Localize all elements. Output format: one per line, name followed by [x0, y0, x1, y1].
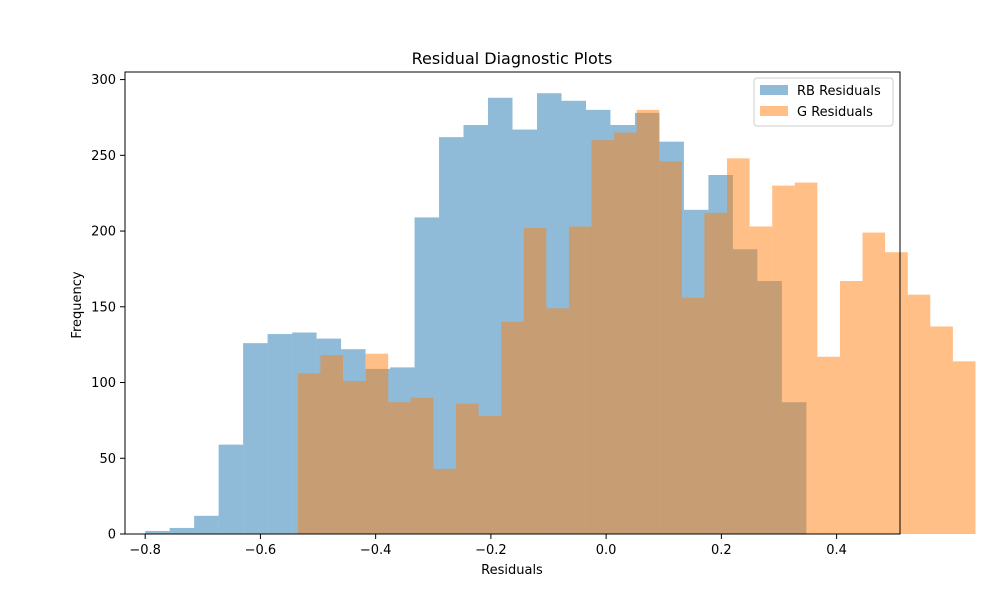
histogram-bar	[145, 530, 170, 534]
histogram-bar	[388, 402, 411, 534]
histogram-bar	[433, 468, 456, 534]
histogram-bar	[704, 212, 728, 534]
legend-swatch	[760, 85, 788, 95]
histogram-bar	[546, 308, 569, 534]
histogram-bar	[410, 397, 434, 534]
histogram-bar	[455, 403, 479, 534]
histogram-bar	[885, 252, 908, 534]
legend-swatch	[760, 106, 788, 116]
x-tick-label: 0.2	[711, 543, 732, 558]
histogram-bar	[614, 132, 637, 535]
histogram-bar	[794, 182, 818, 535]
y-tick-label: 0	[108, 528, 116, 543]
histogram-bar	[267, 334, 293, 534]
histogram-bar	[659, 161, 682, 535]
y-tick-label: 150	[91, 300, 116, 315]
histogram-bar	[591, 140, 615, 534]
chart-title: Residual Diagnostic Plots	[412, 49, 613, 68]
legend-box	[753, 77, 894, 127]
y-axis-label: Frequency	[70, 271, 85, 338]
histogram-bar	[243, 343, 268, 534]
histogram-bar	[478, 415, 502, 534]
histogram-bar	[320, 355, 344, 534]
histogram-bar	[681, 297, 705, 534]
histogram-bar	[930, 326, 953, 534]
x-tick-label: −0.4	[360, 543, 392, 558]
plot-area: −0.8 −0.6 −0.4 −0.2 0.0 0.2 0.4 0 50 100 150 200 250…	[91, 71, 976, 558]
legend-label: RB Residuals	[797, 84, 881, 99]
x-tick-label: −0.6	[245, 543, 277, 558]
y-tick-label: 250	[91, 149, 116, 164]
histogram-bar	[297, 373, 321, 534]
histogram-bar	[218, 444, 244, 534]
y-tick-label: 200	[91, 225, 116, 240]
legend-label: G Residuals	[797, 105, 873, 120]
histogram-bar	[194, 515, 219, 534]
histogram-bar	[862, 232, 886, 534]
histogram-bar	[839, 281, 863, 534]
histogram-bar	[501, 321, 524, 534]
histogram-bar	[343, 381, 366, 534]
histogram-bar	[749, 226, 773, 534]
x-tick-label: 0.0	[596, 543, 617, 558]
y-tick-label: 50	[99, 452, 116, 467]
y-tick-label: 300	[91, 73, 116, 88]
histogram-bar	[772, 185, 795, 534]
axes-frame	[124, 71, 901, 535]
series-g-bars	[297, 109, 976, 535]
legend: RB Residuals G Residuals	[753, 77, 894, 127]
histogram-bar	[523, 228, 547, 535]
x-tick-label: −0.8	[129, 543, 161, 558]
histogram-bar	[568, 226, 592, 534]
histogram-bar	[636, 109, 660, 535]
x-axis-label: Residuals	[481, 563, 543, 578]
histogram-bar	[907, 294, 931, 534]
x-tick-label: 0.4	[826, 543, 847, 558]
histogram-bar	[727, 158, 750, 534]
histogram-bar	[365, 353, 389, 534]
x-tick-label: −0.2	[475, 543, 507, 558]
histogram-bar	[952, 361, 976, 534]
y-tick-label: 100	[91, 376, 116, 391]
histogram-bar	[817, 356, 840, 534]
histogram-bar	[169, 527, 195, 534]
